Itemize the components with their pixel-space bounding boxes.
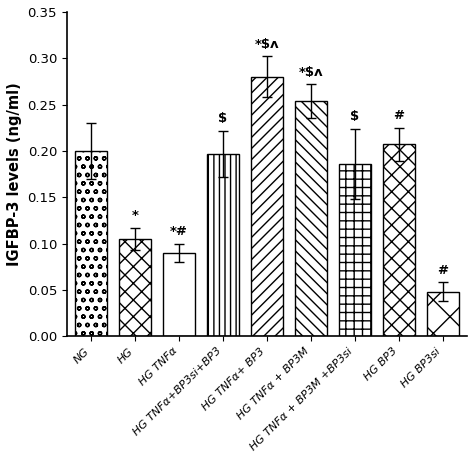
Text: #: #	[438, 264, 448, 277]
Bar	[295, 101, 327, 336]
Text: *$ʌ: *$ʌ	[255, 38, 279, 51]
Text: *: *	[131, 209, 138, 222]
Bar	[383, 145, 415, 336]
Text: $: $	[350, 110, 359, 123]
Text: *#: *#	[170, 225, 188, 238]
Y-axis label: IGFBP-3 levels (ng/ml): IGFBP-3 levels (ng/ml)	[7, 82, 22, 266]
Bar	[339, 164, 371, 336]
Text: *$ʌ: *$ʌ	[299, 66, 323, 78]
Text: #: #	[393, 109, 404, 122]
Bar	[427, 292, 459, 336]
Bar	[207, 154, 239, 336]
Bar	[119, 239, 151, 336]
Bar	[251, 77, 283, 336]
Text: $: $	[219, 112, 228, 125]
Bar	[163, 253, 195, 336]
Bar	[75, 151, 107, 336]
